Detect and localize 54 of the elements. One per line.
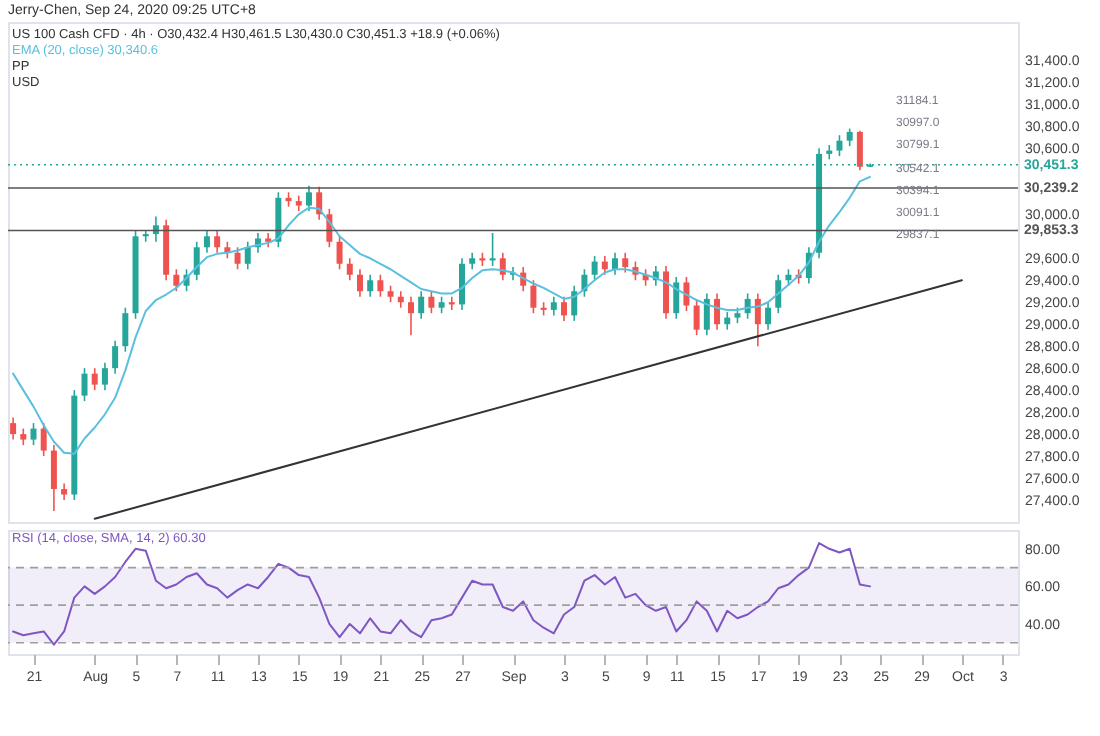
candlestick [275,191,282,249]
candlestick [673,276,680,320]
candlestick [826,144,833,161]
candlestick [836,134,843,157]
candlestick [856,129,863,172]
candlestick [714,292,721,331]
candlestick [173,268,180,293]
candlestick [397,290,404,309]
candlestick [683,276,690,312]
candlestick [10,416,17,441]
candlestick [530,279,537,315]
candlestick [81,367,88,402]
candlestick [663,265,670,320]
candlestick [377,273,384,298]
candlestick [550,295,557,317]
candlestick [458,257,465,311]
candlestick [356,268,363,298]
candlestick [367,273,374,298]
candlestick [101,361,108,391]
candlestick [112,339,119,375]
candlestick [30,422,37,446]
candlestick [50,444,57,512]
candlestick [561,295,568,322]
candlestick [40,422,47,457]
candlestick [601,255,608,276]
candlestick [765,301,772,331]
candlestick [775,273,782,315]
candlestick [489,232,496,267]
candlestick [234,246,241,271]
candlestick [193,240,200,282]
candlestick [448,295,455,311]
candlestick [336,235,343,271]
candlestick [754,292,761,347]
candlestick [428,290,435,315]
candlestick [346,257,353,282]
candlestick [591,255,598,282]
candlestick [622,251,629,274]
candlestick [142,229,149,243]
candlestick [499,251,506,282]
candlestick [214,229,221,254]
candlestick [203,229,210,254]
candlestick [152,215,159,243]
candlestick [612,251,619,276]
candlestick [91,367,98,391]
candlestick [122,306,129,353]
line-series [12,542,872,646]
line-series [12,175,872,455]
candlestick [244,240,251,271]
candlestick [693,299,700,336]
candlestick [571,284,578,322]
candlestick [703,292,710,336]
candlestick [305,184,312,212]
candlestick [418,290,425,320]
candlestick [407,295,414,336]
